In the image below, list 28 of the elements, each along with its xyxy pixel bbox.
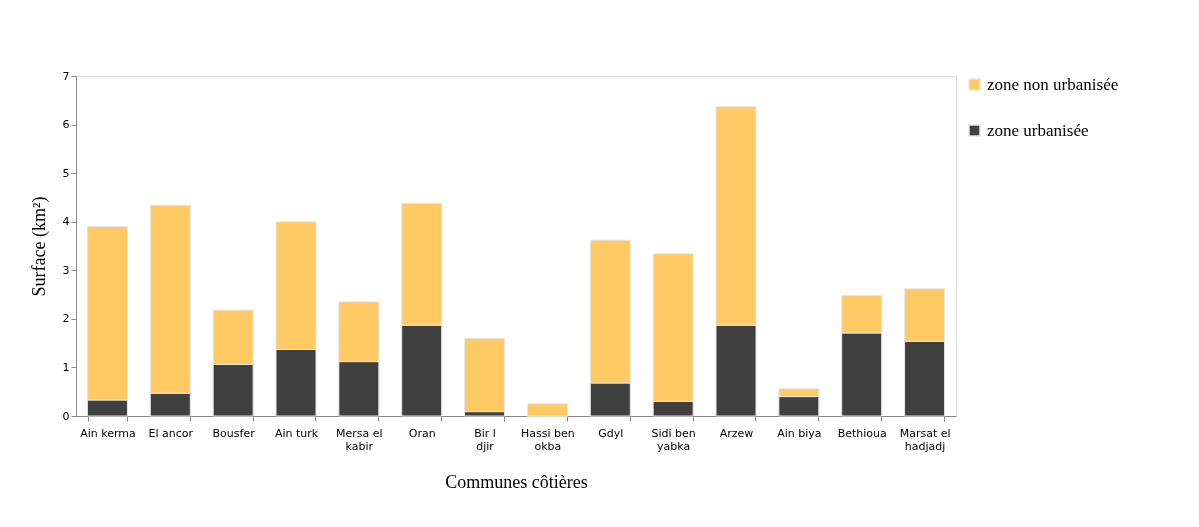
x-tick-label: Bethioua — [837, 426, 887, 440]
x-tick-label: Mersa el kabir — [336, 426, 383, 453]
x-tick-label: El ancor — [148, 426, 194, 440]
y-tick-label: 6 — [62, 118, 70, 132]
x-tick-label: Bir l djir — [474, 426, 496, 453]
legend-label: zone urbanisée — [987, 120, 1089, 140]
x-tick-label: Hassi ben okba — [521, 426, 575, 453]
y-tick-label: 3 — [62, 263, 70, 277]
y-tick-label: 4 — [62, 215, 70, 229]
legend-label: zone non urbanisée — [987, 74, 1119, 94]
x-tick-label: Arzew — [719, 426, 754, 440]
y-tick-label: 5 — [62, 166, 70, 180]
y-tick-label: 7 — [62, 69, 70, 83]
x-tick-label: Ain kerma — [80, 426, 136, 440]
x-tick-label: Marsat el hadjadj — [899, 426, 951, 453]
x-axis-title: Communes côtières — [445, 471, 588, 492]
x-tick-label: Sidi ben yabka — [651, 426, 696, 453]
bar — [526, 403, 568, 417]
y-axis-title: Surface (km²) — [28, 196, 50, 297]
x-tick-label: Ain biya — [777, 426, 822, 440]
y-tick-label: 0 — [62, 409, 70, 423]
x-tick-label: Ain turk — [274, 426, 319, 440]
y-tick-label: 2 — [62, 312, 70, 326]
bar — [464, 337, 506, 413]
x-tick-label: Bousfer — [212, 426, 256, 440]
x-tick-label: Gdyl — [598, 426, 624, 440]
y-tick-label: 1 — [62, 360, 70, 374]
x-tick-label: Oran — [408, 426, 436, 440]
